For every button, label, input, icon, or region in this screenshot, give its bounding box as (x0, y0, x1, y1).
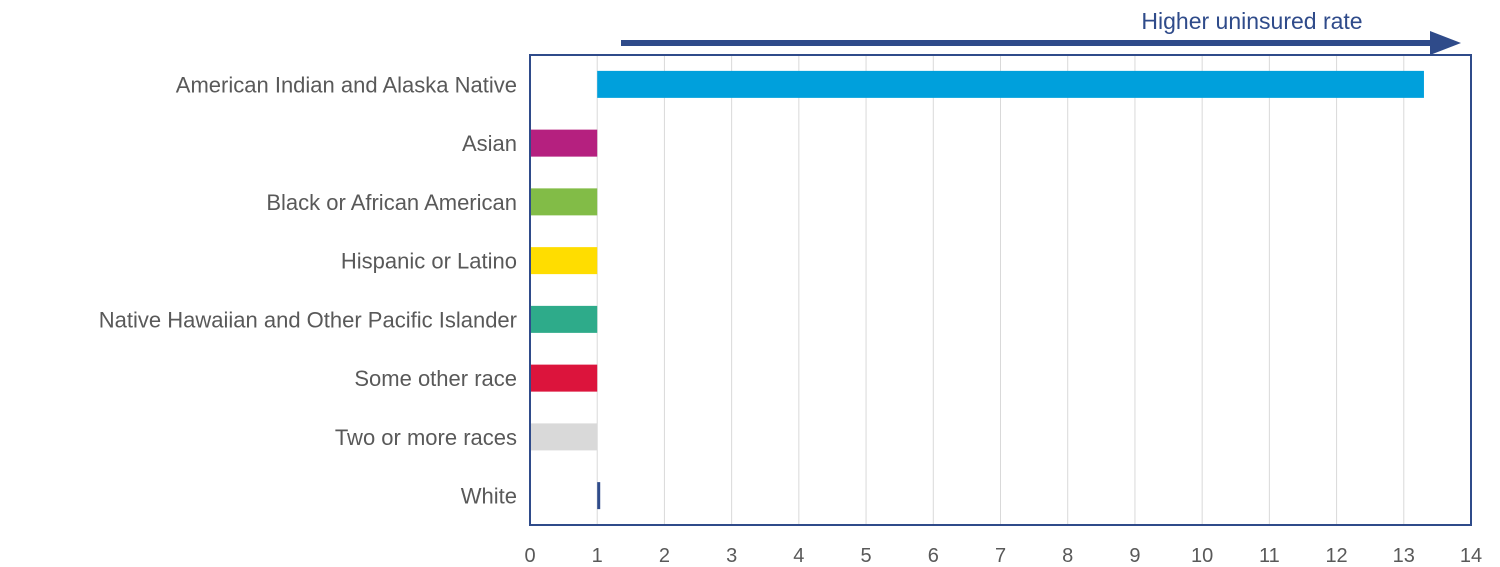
x-tick-label: 0 (524, 545, 535, 567)
x-tick-label: 5 (861, 545, 872, 567)
x-tick-label: 13 (1393, 545, 1415, 567)
category-label: Two or more races (335, 425, 517, 450)
category-label: Some other race (354, 366, 517, 391)
bar (530, 129, 598, 157)
x-tick-label: 14 (1460, 545, 1482, 567)
category-label: Native Hawaiian and Other Pacific Island… (99, 307, 517, 332)
x-tick-label: 11 (1259, 545, 1280, 567)
x-tick-label: 8 (1062, 545, 1073, 567)
bars (530, 70, 1424, 510)
category-label: Hispanic or Latino (341, 249, 517, 274)
bar (597, 482, 601, 510)
grid-lines (596, 55, 1405, 525)
annotation-text: Higher uninsured rate (1141, 8, 1362, 34)
category-label: Asian (462, 131, 517, 156)
annotation: Higher uninsured rate (621, 8, 1461, 55)
x-tick-label: 9 (1129, 545, 1140, 567)
x-tick-label: 4 (793, 545, 804, 567)
bar (530, 305, 598, 333)
x-tick-label: 2 (659, 545, 670, 567)
x-tick-label: 1 (592, 545, 603, 567)
bar (530, 247, 598, 275)
bar (530, 188, 598, 216)
bar (530, 364, 598, 392)
bar (597, 70, 1424, 98)
x-tick-label: 7 (995, 545, 1006, 567)
category-label: Black or African American (266, 190, 517, 215)
category-label: White (461, 484, 517, 509)
x-tick-labels: 0 1 2 3 4 5 6 7 8 9 10 11 12 13 14 (524, 545, 1482, 567)
bar (530, 423, 598, 451)
x-tick-label: 10 (1191, 545, 1213, 567)
category-labels: American Indian and Alaska Native Asian Bl… (99, 72, 517, 508)
arrow-head-icon (1430, 31, 1461, 55)
category-label: American Indian and Alaska Native (176, 72, 517, 97)
x-tick-label: 3 (726, 545, 737, 567)
x-tick-label: 12 (1325, 545, 1347, 567)
x-tick-label: 6 (928, 545, 939, 567)
plot-frame (529, 54, 1472, 526)
